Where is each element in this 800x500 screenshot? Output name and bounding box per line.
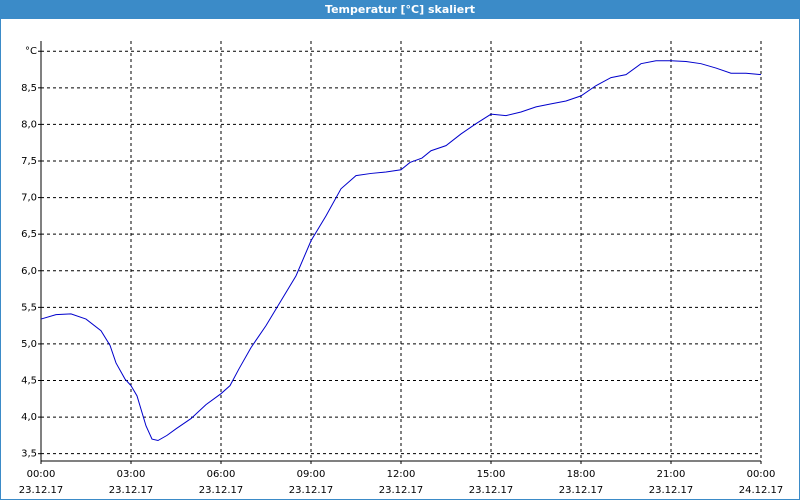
x-tick-label: 18:00 — [567, 469, 596, 480]
y-tick-label: °C — [25, 46, 37, 57]
x-tick-date: 23.12.17 — [649, 485, 694, 496]
x-tick-label: 09:00 — [297, 469, 326, 480]
y-tick-label: 4,0 — [21, 412, 37, 423]
x-tick-label: 00:00 — [747, 469, 776, 480]
y-tick-label: 8,0 — [21, 119, 37, 130]
y-tick-label: 6,5 — [21, 229, 37, 240]
y-tick-label: 6,0 — [21, 266, 37, 277]
x-tick-date: 23.12.17 — [559, 485, 604, 496]
x-tick-date: 23.12.17 — [19, 485, 64, 496]
y-tick-label: 7,5 — [21, 156, 37, 167]
title-bar: Temperatur [°C] skaliert — [1, 1, 799, 19]
x-tick-date: 23.12.17 — [469, 485, 514, 496]
y-tick-label: 5,5 — [21, 302, 37, 313]
x-tick-date: 24.12.17 — [739, 485, 784, 496]
x-tick-label: 21:00 — [657, 469, 686, 480]
y-tick-label: 4,5 — [21, 376, 37, 387]
x-tick-date: 23.12.17 — [289, 485, 334, 496]
x-tick-label: 06:00 — [207, 469, 236, 480]
y-tick-label: 8,5 — [21, 83, 37, 94]
x-tick-date: 23.12.17 — [379, 485, 424, 496]
y-tick-label: 3,5 — [21, 449, 37, 460]
x-tick-label: 12:00 — [387, 469, 416, 480]
x-tick-label: 03:00 — [117, 469, 146, 480]
x-tick-date: 23.12.17 — [199, 485, 244, 496]
x-tick-label: 00:00 — [27, 469, 56, 480]
x-tick-date: 23.12.17 — [109, 485, 154, 496]
y-tick-label: 7,0 — [21, 193, 37, 204]
x-tick-label: 15:00 — [477, 469, 506, 480]
y-tick-label: 5,0 — [21, 339, 37, 350]
line-series — [40, 60, 762, 442]
